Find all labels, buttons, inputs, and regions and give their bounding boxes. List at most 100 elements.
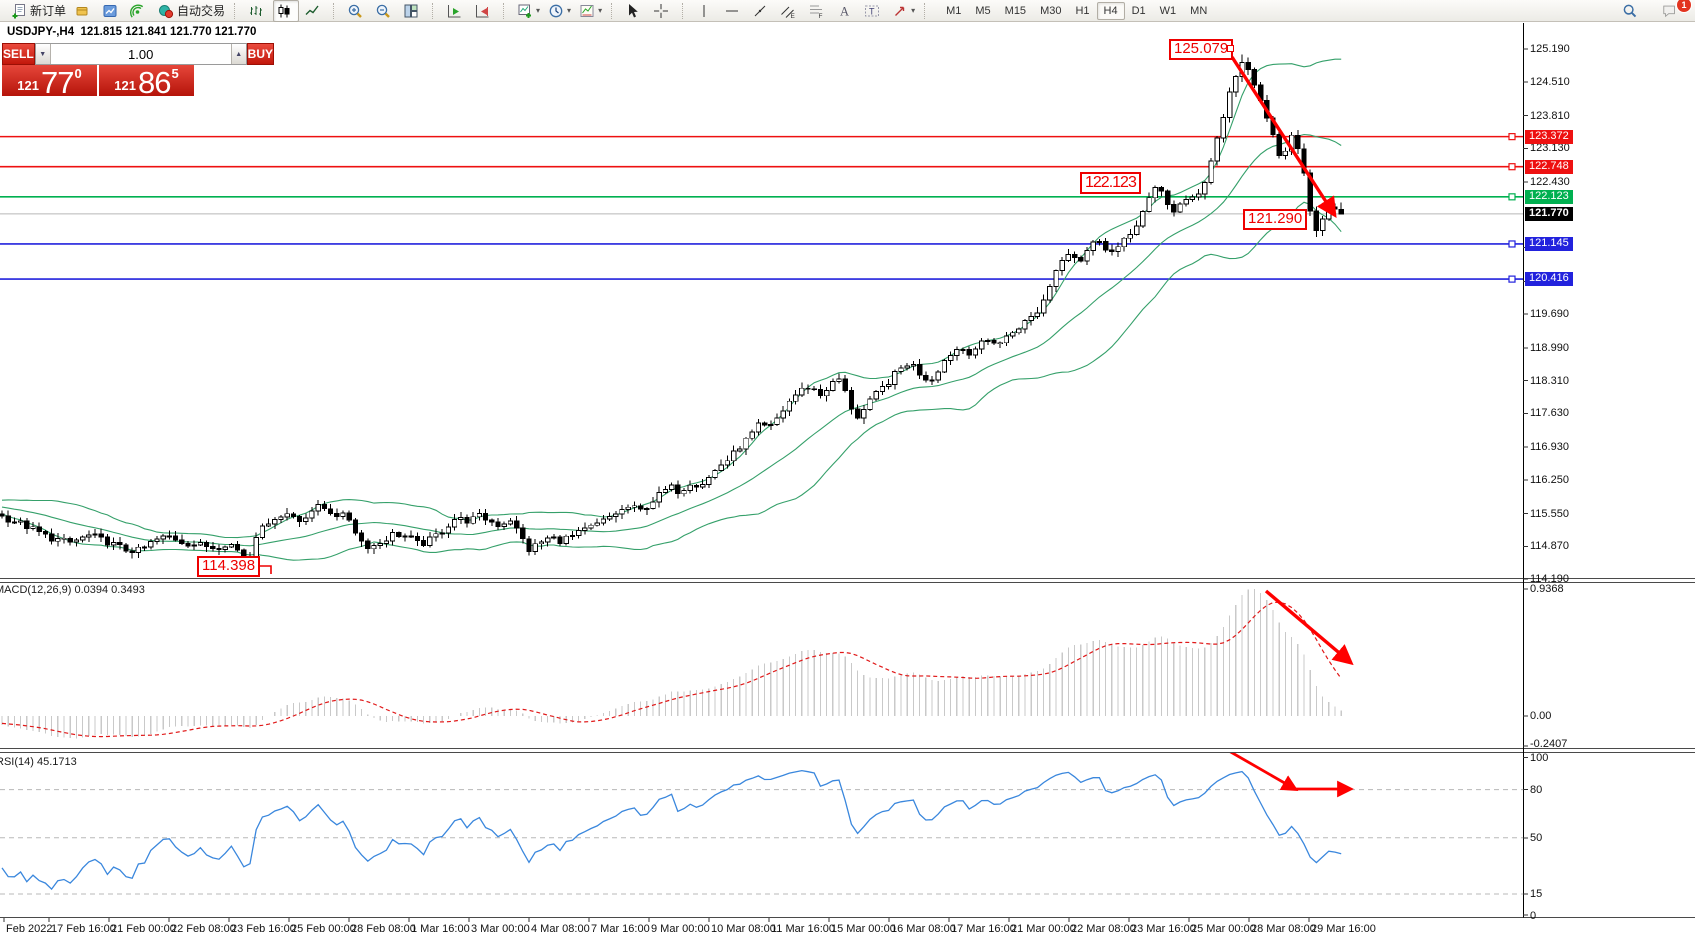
- timeframe-h1-button[interactable]: H1: [1075, 4, 1090, 17]
- candlestick-mode-button[interactable]: [273, 0, 300, 22]
- equidistant-channel-tool-button[interactable]: E: [777, 0, 803, 22]
- price-line-badge[interactable]: 121.145: [1525, 236, 1573, 251]
- toolbar-separator: [333, 2, 340, 19]
- svg-text:F: F: [819, 13, 823, 19]
- zoom-out-icon: [375, 3, 391, 19]
- price-tick-label: 118.990: [1530, 341, 1569, 354]
- price-line-badge[interactable]: 122.123: [1525, 189, 1573, 204]
- volume-input[interactable]: [50, 44, 231, 64]
- annotation-anchor-marker[interactable]: [1227, 45, 1234, 52]
- time-tick-label: 25 Mar 00:00: [1191, 923, 1256, 935]
- buy-price-pip: 5: [171, 66, 179, 81]
- cursor-tool-button[interactable]: [622, 0, 648, 22]
- signals-button[interactable]: [127, 0, 153, 22]
- time-tick-label: 16 Mar 08:00: [891, 923, 956, 935]
- market-watch-button[interactable]: [99, 0, 125, 22]
- price-line-badge[interactable]: 120.416: [1525, 272, 1573, 287]
- timeframe-h4-button[interactable]: H4: [1096, 1, 1125, 20]
- price-annotation-125-079[interactable]: 125.079: [1169, 39, 1234, 60]
- price-tick-label: 123.810: [1530, 109, 1570, 122]
- search-button[interactable]: [1619, 0, 1645, 22]
- timeframe-m1-button[interactable]: M1: [946, 4, 962, 17]
- periods-button[interactable]: ▾: [545, 0, 574, 22]
- sell-price[interactable]: 121 77 0: [2, 65, 97, 96]
- tile-windows-button[interactable]: [400, 0, 426, 22]
- dropdown-caret-icon[interactable]: ▾: [536, 6, 541, 15]
- market-watch-icon: [102, 3, 118, 19]
- rsi-tick-label: 0: [1530, 910, 1537, 922]
- text-label-tool-button[interactable]: T: [861, 0, 887, 22]
- price-tick-label: 123.130: [1530, 142, 1570, 155]
- profiles-button[interactable]: [71, 0, 97, 22]
- timeframe-m5-button[interactable]: M5: [975, 4, 991, 17]
- buy-price[interactable]: 121 86 5: [99, 65, 194, 96]
- horizontal-line-icon: [724, 3, 740, 19]
- timeframe-mn-button[interactable]: MN: [1190, 4, 1208, 17]
- timeframe-d1-button[interactable]: D1: [1131, 4, 1146, 17]
- zoom-out-button[interactable]: [372, 0, 398, 22]
- tile-windows-icon: [403, 3, 419, 19]
- buy-price-prefix: 121: [114, 78, 136, 93]
- time-tick-label: Feb 2022: [6, 923, 53, 935]
- timeframe-w1-button[interactable]: W1: [1159, 4, 1177, 17]
- toolbar: 新订单 自动交易 ▾ ▾ ▾ E F A T ▾ M1 M5 M15 M30 H1 H4 D1 W1 MN 1: [0, 0, 1695, 22]
- time-tick-label: 15 Mar 00:00: [831, 923, 896, 935]
- notifications-button[interactable]: 1: [1659, 0, 1692, 22]
- text-tool-button[interactable]: A: [833, 0, 859, 22]
- time-tick-label: 21 Mar 00:00: [1011, 923, 1076, 935]
- sell-price-big: 77: [40, 65, 74, 96]
- buy-button[interactable]: BUY: [246, 43, 275, 65]
- dropdown-caret-icon[interactable]: ▾: [911, 6, 916, 15]
- vertical-line-tool-button[interactable]: [693, 0, 719, 22]
- templates-icon: [579, 3, 595, 19]
- new-order-button[interactable]: 新订单: [8, 0, 69, 22]
- zoom-in-button[interactable]: [344, 0, 370, 22]
- price-tick-label: 116.250: [1530, 473, 1569, 486]
- price-line-badge[interactable]: 122.748: [1525, 159, 1573, 174]
- price-tick-label: 125.190: [1530, 43, 1570, 55]
- price-tick-label: 114.870: [1530, 540, 1569, 553]
- templates-button[interactable]: ▾: [576, 0, 605, 22]
- macd-indicator-label: MACD(12,26,9) 0.0394 0.3493: [0, 584, 145, 596]
- new-chart-button[interactable]: ▾: [514, 0, 543, 22]
- timeframe-m15-button[interactable]: M15: [1004, 4, 1027, 17]
- time-tick-label: 22 Feb 08:00: [171, 923, 236, 935]
- crosshair-tool-button[interactable]: [650, 0, 676, 22]
- auto-scroll-icon: [446, 3, 462, 19]
- chart-symbol-title: USDJPY-,H4 121.815 121.841 121.770 121.7…: [7, 26, 256, 38]
- sell-button[interactable]: SELL: [2, 43, 35, 65]
- fibonacci-tool-button[interactable]: F: [805, 0, 831, 22]
- rsi-tick-label: 80: [1530, 783, 1543, 796]
- dropdown-caret-icon[interactable]: ▾: [598, 6, 603, 15]
- dropdown-caret-icon[interactable]: ▾: [567, 6, 572, 15]
- price-line-badge[interactable]: 123.372: [1525, 129, 1573, 144]
- trendline-tool-button[interactable]: [749, 0, 775, 22]
- arrow-objects-button[interactable]: ▾: [889, 0, 918, 22]
- time-tick-label: 17 Mar 16:00: [951, 923, 1016, 935]
- time-tick-label: 7 Mar 16:00: [591, 923, 650, 935]
- volume-increase-button[interactable]: ▲: [230, 44, 246, 64]
- price-annotation-114-398[interactable]: 114.398: [197, 556, 261, 577]
- crosshair-icon: [653, 3, 669, 19]
- auto-scroll-button[interactable]: [443, 0, 469, 22]
- volume-decrease-button[interactable]: ▼: [35, 44, 51, 64]
- macd-tick-label: 0.9368: [1530, 582, 1564, 595]
- chart-shift-button[interactable]: [471, 0, 497, 22]
- zoom-in-icon: [347, 3, 363, 19]
- time-tick-label: 4 Mar 08:00: [531, 923, 590, 935]
- bar-chart-mode-button[interactable]: [245, 0, 271, 22]
- sell-price-pip: 0: [74, 66, 82, 81]
- text-label-icon: T: [864, 3, 880, 19]
- chat-icon: [1662, 3, 1678, 19]
- horizontal-line-tool-button[interactable]: [721, 0, 747, 22]
- time-tick-label: 3 Mar 00:00: [471, 923, 530, 935]
- price-annotation-122-123[interactable]: 122.123: [1080, 172, 1141, 194]
- timeframe-m30-button[interactable]: M30: [1040, 4, 1062, 17]
- auto-trading-button[interactable]: 自动交易: [155, 0, 228, 22]
- line-chart-mode-button[interactable]: [301, 0, 327, 22]
- price-annotation-121-290[interactable]: 121.290: [1243, 209, 1308, 230]
- line-chart-icon: [304, 3, 320, 19]
- rsi-tick-label: 50: [1530, 831, 1543, 844]
